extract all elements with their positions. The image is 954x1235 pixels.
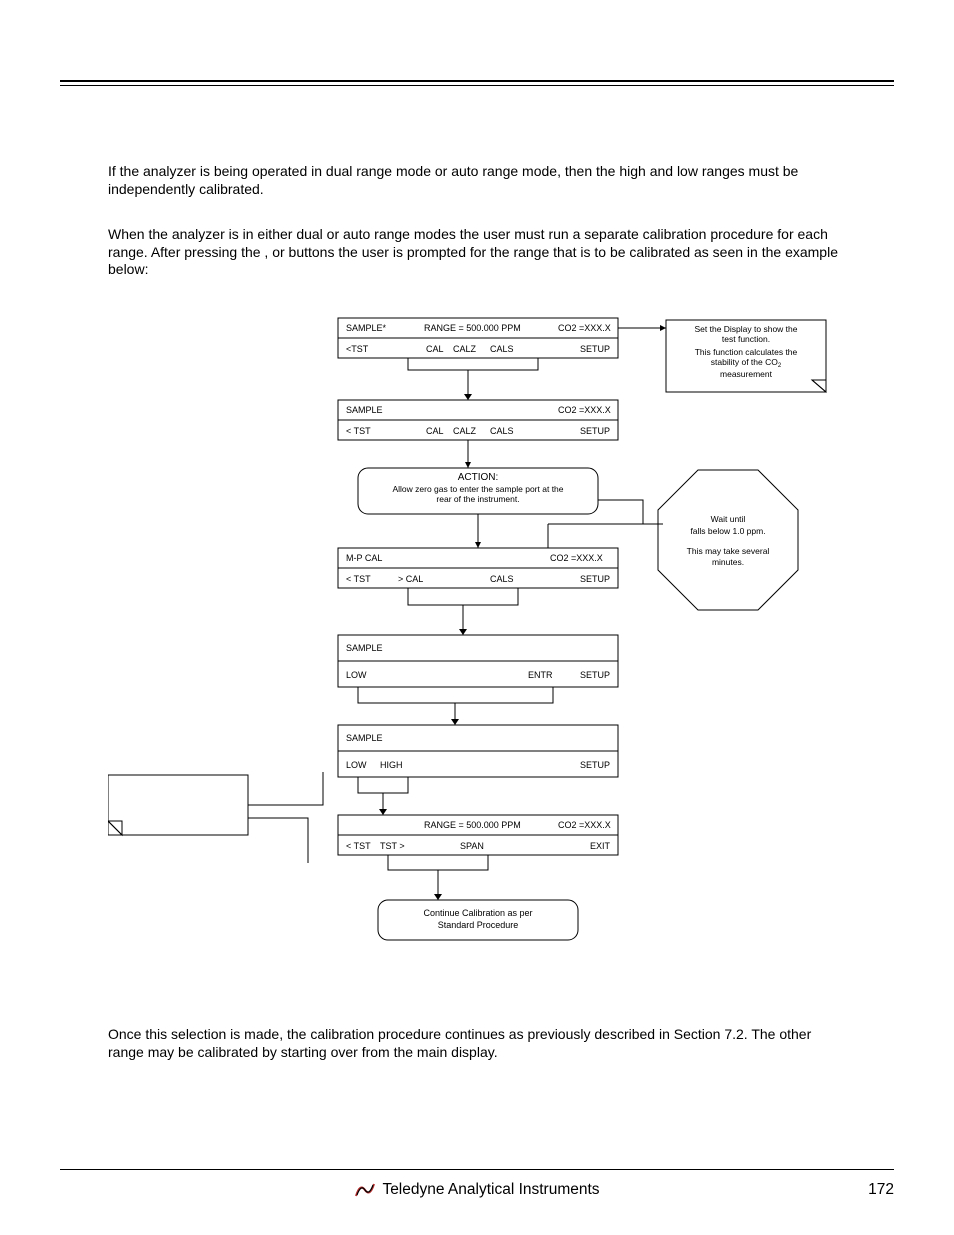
s5-r2-1: HIGH [380, 760, 403, 770]
s1-r2-3: CALS [490, 344, 514, 354]
s6-r2-0: < TST [346, 841, 371, 851]
arrowhead-s3-s4 [459, 629, 467, 635]
note-l1: Set the Display to show the [694, 324, 797, 334]
s3-r1-right: CO2 =XXX.X [550, 553, 603, 563]
final-l1: Continue Calibration as per [423, 908, 532, 918]
left-note-box [108, 775, 248, 835]
s6-r2-2: SPAN [460, 841, 484, 851]
s2-r1-left: SAMPLE [346, 405, 383, 415]
top-horizontal-rule [60, 80, 894, 86]
screen-5: SAMPLE LOW HIGH SETUP [338, 725, 618, 777]
s1-r2-1: CAL [426, 344, 444, 354]
connector-leftnote-s6 [248, 818, 308, 863]
s4-r1-left: SAMPLE [346, 643, 383, 653]
footer-page-number: 172 [834, 1181, 894, 1199]
svg-text:rear of the instrument.: rear of the instrument. [436, 494, 519, 504]
arrowhead-s6-final [434, 894, 442, 900]
final-l2: Standard Procedure [438, 920, 519, 930]
page-container: If the analyzer is being operated in dua… [0, 0, 954, 1235]
s3-r2-0: < TST [346, 574, 371, 584]
connector-s6-final [388, 855, 488, 900]
s2-r2-0: < TST [346, 426, 371, 436]
svg-text:Allow zero gas to enter the sa: Allow zero gas to enter the sample port … [392, 484, 563, 494]
s1-r1-mid: RANGE = 500.000 PPM [424, 323, 521, 333]
connector-leftnote-s5 [248, 772, 323, 805]
s3-r2-1: > CAL [398, 574, 423, 584]
action-box: ACTION: Allow zero gas to enter the samp… [358, 468, 598, 514]
screen-3: M-P CAL CO2 =XXX.X < TST > CAL CALS SETU… [338, 548, 618, 588]
note-box: Set the Display to show the test functio… [666, 320, 826, 392]
note-l3: This function calculates the [695, 347, 798, 357]
s6-r1-mid: RANGE = 500.000 PPM [424, 820, 521, 830]
s6-r2-4: EXIT [590, 841, 611, 851]
s3-r1-left: M-P CAL [346, 553, 382, 563]
s1-r2-2: CALZ [453, 344, 477, 354]
screen-1: SAMPLE* RANGE = 500.000 PPM CO2 =XXX.X <… [338, 318, 618, 358]
footer-brand: Teledyne Analytical Instruments [382, 1181, 599, 1199]
screen-2: SAMPLE CO2 =XXX.X < TST CAL CALZ CALS SE… [338, 400, 618, 440]
arrowhead-s4-s5 [451, 719, 459, 725]
note-l2: test function. [722, 334, 770, 344]
s5-r1-left: SAMPLE [346, 733, 383, 743]
note-l4: stability of the CO [711, 357, 778, 367]
s2-r2-2: CALZ [453, 426, 477, 436]
page-footer: Teledyne Analytical Instruments 172 [60, 1181, 894, 1199]
paragraph-2: When the analyzer is in either dual or a… [108, 226, 848, 279]
action-title: ACTION: [458, 472, 499, 483]
s2-r2-1: CAL [426, 426, 444, 436]
s6-r2-1: TST > [380, 841, 405, 851]
paragraph-1: If the analyzer is being operated in dua… [108, 163, 848, 198]
s1-r2-4: SETUP [580, 344, 610, 354]
s3-r2-3: CALS [490, 574, 514, 584]
connector-action-stop [598, 500, 663, 524]
s5-r2-0: LOW [346, 760, 367, 770]
stop-l4: minutes. [712, 557, 744, 567]
s6-r1-right: CO2 =XXX.X [558, 820, 611, 830]
screen-4: SAMPLE LOW ENTR SETUP [338, 635, 618, 687]
s2-r2-4: SETUP [580, 426, 610, 436]
note-l5: measurement [720, 369, 773, 379]
stop-sign: Wait until falls below 1.0 ppm. This may… [658, 470, 798, 610]
teledyne-logo-icon [354, 1181, 376, 1199]
s1-r2-0: <TST [346, 344, 369, 354]
stop-l1: Wait until [711, 514, 746, 524]
flowchart-diagram: SAMPLE* RANGE = 500.000 PPM CO2 =XXX.X <… [108, 310, 848, 1010]
connector-s1-s2 [408, 358, 538, 400]
stop-l2: falls below 1.0 ppm. [690, 526, 765, 536]
stop-l3: This may take several [687, 546, 770, 556]
body-text-block: If the analyzer is being operated in dua… [108, 163, 848, 279]
arrowhead-s1-s2 [464, 394, 472, 400]
s4-r2-3: ENTR [528, 670, 553, 680]
screen-6: RANGE = 500.000 PPM CO2 =XXX.X < TST TST… [338, 815, 618, 855]
s4-r2-0: LOW [346, 670, 367, 680]
closing-paragraph: Once this selection is made, the calibra… [108, 1026, 848, 1061]
bottom-horizontal-rule [60, 1169, 894, 1170]
s5-r2-4: SETUP [580, 760, 610, 770]
s2-r2-3: CALS [490, 426, 514, 436]
connector-s3-s4 [408, 588, 518, 635]
arrowhead-s5-s6 [379, 809, 387, 815]
s1-r1-right: CO2 =XXX.X [558, 323, 611, 333]
s1-r1-left: SAMPLE* [346, 323, 387, 333]
s3-r2-4: SETUP [580, 574, 610, 584]
s4-r2-4: SETUP [580, 670, 610, 680]
final-box: Continue Calibration as per Standard Pro… [378, 900, 578, 940]
s2-r1-right: CO2 =XXX.X [558, 405, 611, 415]
